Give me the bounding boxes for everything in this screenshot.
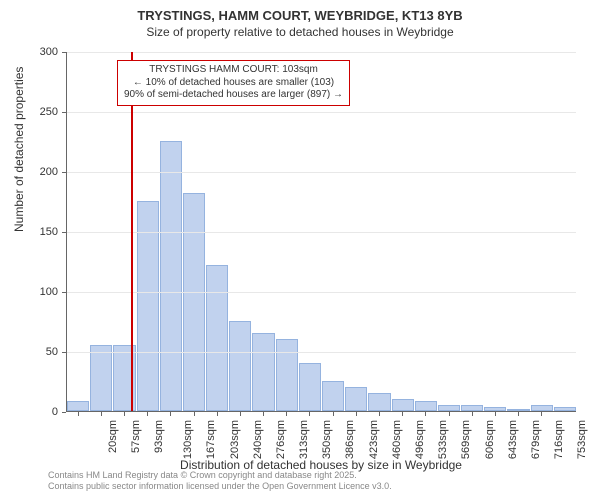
- x-tick-label: 423sqm: [368, 420, 380, 459]
- histogram-bar: [183, 193, 205, 411]
- x-tick-mark: [147, 412, 148, 416]
- y-tick-mark: [62, 412, 66, 413]
- attribution-line-2: Contains public sector information licen…: [48, 481, 392, 492]
- x-tick-label: 460sqm: [391, 420, 403, 459]
- annotation-line-1: TRYSTINGS HAMM COURT: 103sqm: [124, 64, 343, 77]
- annotation-box: TRYSTINGS HAMM COURT: 103sqm ← 10% of de…: [117, 60, 350, 106]
- x-tick-mark: [309, 412, 310, 416]
- x-tick-mark: [402, 412, 403, 416]
- plot-area: TRYSTINGS HAMM COURT: 103sqm ← 10% of de…: [66, 52, 576, 412]
- annotation-line-3: 90% of semi-detached houses are larger (…: [124, 89, 343, 102]
- y-axis-label: Number of detached properties: [12, 67, 26, 232]
- histogram-bar: [415, 401, 437, 411]
- y-tick-label: 50: [30, 346, 58, 358]
- histogram-bar: [90, 345, 112, 411]
- y-tick-mark: [62, 112, 66, 113]
- y-tick-mark: [62, 52, 66, 53]
- x-tick-mark: [194, 412, 195, 416]
- grid-line: [67, 52, 576, 53]
- x-tick-label: 753sqm: [576, 420, 588, 459]
- x-tick-label: 606sqm: [484, 420, 496, 459]
- x-tick-label: 569sqm: [460, 420, 472, 459]
- histogram-bar: [368, 393, 390, 411]
- grid-line: [67, 292, 576, 293]
- histogram-bar: [67, 401, 89, 411]
- annotation-line-2: ← 10% of detached houses are smaller (10…: [124, 77, 343, 90]
- x-tick-mark: [472, 412, 473, 416]
- histogram-bar: [160, 141, 182, 411]
- y-tick-label: 300: [30, 46, 58, 58]
- y-tick-mark: [62, 352, 66, 353]
- x-tick-mark: [124, 412, 125, 416]
- y-tick-label: 150: [30, 226, 58, 238]
- y-tick-label: 100: [30, 286, 58, 298]
- grid-line: [67, 172, 576, 173]
- histogram-bar: [322, 381, 344, 411]
- x-tick-label: 20sqm: [107, 420, 119, 453]
- x-tick-label: 313sqm: [298, 420, 310, 459]
- x-tick-label: 533sqm: [437, 420, 449, 459]
- x-tick-label: 130sqm: [182, 420, 194, 459]
- x-tick-label: 167sqm: [205, 420, 217, 459]
- histogram-bar: [345, 387, 367, 411]
- x-tick-mark: [240, 412, 241, 416]
- x-tick-mark: [449, 412, 450, 416]
- histogram-bar: [484, 407, 506, 411]
- x-tick-label: 643sqm: [507, 420, 519, 459]
- chart-container: TRYSTINGS, HAMM COURT, WEYBRIDGE, KT13 8…: [8, 8, 592, 492]
- histogram-bar: [229, 321, 251, 411]
- x-tick-label: 496sqm: [414, 420, 426, 459]
- x-tick-mark: [78, 412, 79, 416]
- x-tick-label: 716sqm: [553, 420, 565, 459]
- y-tick-mark: [62, 172, 66, 173]
- y-tick-label: 250: [30, 106, 58, 118]
- x-tick-label: 679sqm: [530, 420, 542, 459]
- x-tick-label: 276sqm: [275, 420, 287, 459]
- histogram-bar: [206, 265, 228, 411]
- chart-title: TRYSTINGS, HAMM COURT, WEYBRIDGE, KT13 8…: [8, 8, 592, 23]
- x-tick-label: 350sqm: [321, 420, 333, 459]
- x-tick-mark: [101, 412, 102, 416]
- x-tick-mark: [263, 412, 264, 416]
- attribution-line-1: Contains HM Land Registry data © Crown c…: [48, 470, 392, 481]
- marker-line: [131, 52, 133, 411]
- x-tick-label: 57sqm: [130, 420, 142, 453]
- x-tick-label: 386sqm: [345, 420, 357, 459]
- grid-line: [67, 112, 576, 113]
- histogram-bar: [276, 339, 298, 411]
- x-tick-mark: [356, 412, 357, 416]
- histogram-bar: [392, 399, 414, 411]
- y-tick-label: 0: [30, 406, 58, 418]
- x-tick-mark: [333, 412, 334, 416]
- histogram-bar: [507, 409, 529, 411]
- histogram-bar: [252, 333, 274, 411]
- x-tick-mark: [170, 412, 171, 416]
- x-tick-label: 203sqm: [229, 420, 241, 459]
- x-tick-label: 240sqm: [252, 420, 264, 459]
- histogram-bar: [438, 405, 460, 411]
- histogram-bar: [461, 405, 483, 411]
- x-tick-mark: [379, 412, 380, 416]
- x-tick-mark: [217, 412, 218, 416]
- chart-subtitle: Size of property relative to detached ho…: [8, 25, 592, 39]
- y-tick-label: 200: [30, 166, 58, 178]
- x-tick-label: 93sqm: [153, 420, 165, 453]
- grid-line: [67, 352, 576, 353]
- grid-line: [67, 232, 576, 233]
- x-tick-mark: [425, 412, 426, 416]
- x-tick-mark: [286, 412, 287, 416]
- y-tick-mark: [62, 232, 66, 233]
- x-tick-mark: [495, 412, 496, 416]
- attribution-text: Contains HM Land Registry data © Crown c…: [48, 470, 392, 492]
- x-tick-mark: [518, 412, 519, 416]
- histogram-bar: [299, 363, 321, 411]
- y-tick-mark: [62, 292, 66, 293]
- histogram-bar: [531, 405, 553, 411]
- histogram-bar: [554, 407, 576, 411]
- x-tick-mark: [541, 412, 542, 416]
